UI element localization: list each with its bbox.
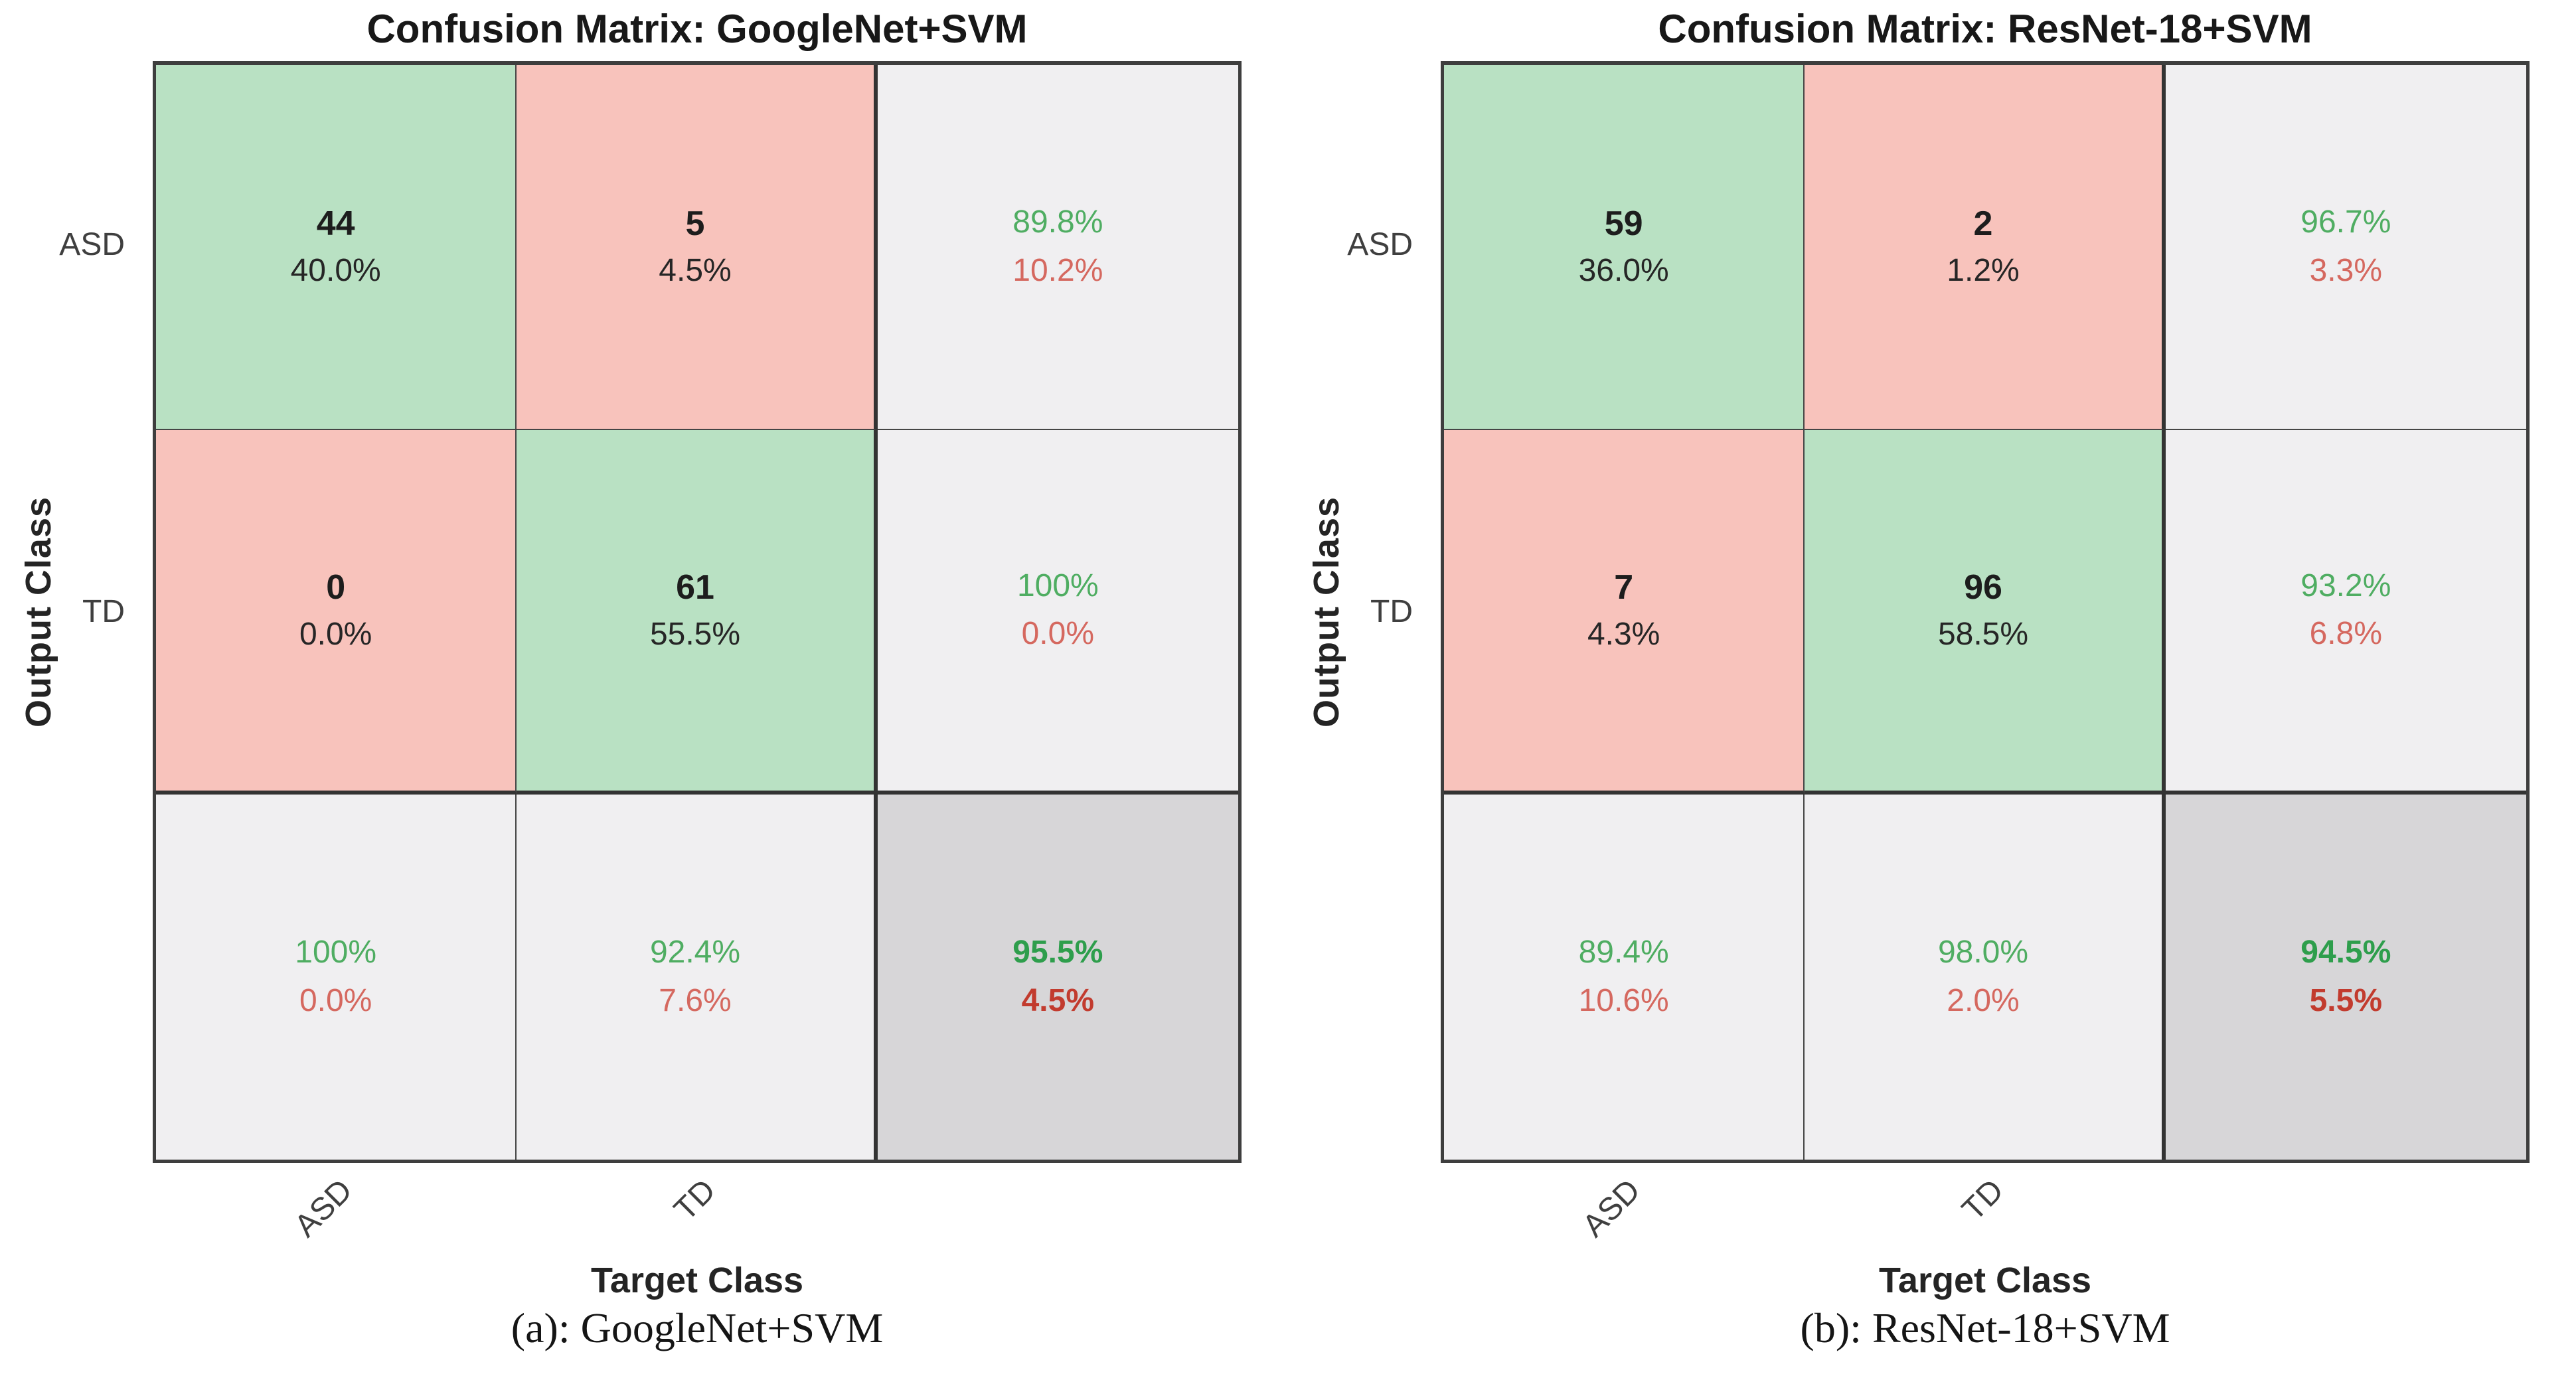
- cell-asd-asd: 59 36.0%: [1444, 65, 1805, 430]
- cell-count: 5: [685, 204, 705, 243]
- cell-percent: 4.3%: [1587, 616, 1660, 652]
- cell-overall-accuracy: 94.5% 5.5%: [2165, 795, 2526, 1160]
- cell-percent: 58.5%: [1937, 616, 2029, 652]
- row-tick-asd: ASD: [1347, 227, 1413, 263]
- cell-asd-td: 5 4.5%: [517, 65, 878, 430]
- row-tick-td: TD: [1370, 594, 1413, 630]
- overall-green-percent: 95.5%: [1012, 935, 1103, 970]
- cell-td-asd: 7 4.3%: [1444, 429, 1805, 795]
- cell-count: 2: [1973, 204, 1993, 243]
- summary-red-percent: 7.6%: [659, 983, 732, 1019]
- cell-td-td: 61 55.5%: [517, 429, 878, 795]
- cell-count: 61: [676, 568, 714, 607]
- cell-col-summary-asd: 100% 0.0%: [156, 795, 517, 1160]
- cell-td-asd: 0 0.0%: [156, 429, 517, 795]
- row-tick-td: TD: [82, 594, 125, 630]
- summary-red-percent: 2.0%: [1947, 983, 2020, 1019]
- cell-col-summary-asd: 89.4% 10.6%: [1444, 795, 1805, 1160]
- cell-count: 96: [1964, 568, 2002, 607]
- summary-red-percent: 10.6%: [1578, 983, 1669, 1019]
- col-tick-asd: ASD: [287, 1172, 360, 1244]
- col-tick-td: TD: [667, 1172, 723, 1228]
- cell-count: 59: [1604, 204, 1643, 243]
- panel-caption: (a): GoogleNet+SVM: [511, 1304, 884, 1351]
- row-tick-labels: ASD TD: [1347, 61, 1441, 1163]
- summary-red-percent: 0.0%: [1021, 616, 1095, 652]
- cell-asd-asd: 44 40.0%: [156, 65, 517, 430]
- row-tick-labels: ASD TD: [59, 61, 153, 1163]
- y-axis-label: Output Class: [1307, 496, 1346, 728]
- cell-percent: 55.5%: [649, 616, 741, 652]
- chart-title: Confusion Matrix: GoogleNet+SVM: [366, 7, 1028, 51]
- cell-overall-accuracy: 95.5% 4.5%: [877, 795, 1238, 1160]
- summary-green-percent: 89.4%: [1578, 935, 1669, 970]
- confusion-grid: 59 36.0% 2 1.2% 96.7% 3.3% 7 4.3% 96 58.…: [1441, 61, 2530, 1163]
- col-tick-asd: ASD: [1575, 1172, 1648, 1244]
- cell-row-summary-td: 100% 0.0%: [877, 429, 1238, 795]
- cell-percent: 40.0%: [290, 253, 381, 289]
- summary-green-percent: 98.0%: [1937, 935, 2029, 970]
- summary-green-percent: 96.7%: [2300, 204, 2391, 240]
- confusion-grid: 44 40.0% 5 4.5% 89.8% 10.2% 0 0.0% 61 55…: [153, 61, 1242, 1163]
- row-tick-empty: [72, 796, 153, 1163]
- x-axis-label: Target Class: [1878, 1260, 2092, 1300]
- panel-resnet18-svm: Confusion Matrix: ResNet-18+SVM Output C…: [1288, 0, 2576, 1374]
- cell-row-summary-asd: 89.8% 10.2%: [877, 65, 1238, 430]
- summary-green-percent: 100%: [1016, 568, 1099, 603]
- summary-red-percent: 0.0%: [299, 983, 372, 1019]
- panel-caption: (b): ResNet-18+SVM: [1800, 1304, 2170, 1351]
- row-tick-asd: ASD: [59, 227, 125, 263]
- cell-count: 44: [316, 204, 355, 243]
- col-tick-td: TD: [1955, 1172, 2011, 1228]
- summary-green-percent: 100%: [295, 935, 377, 970]
- cell-percent: 4.5%: [659, 253, 732, 289]
- overall-red-percent: 4.5%: [1021, 983, 1095, 1019]
- cell-count: 0: [326, 568, 346, 607]
- overall-red-percent: 5.5%: [2309, 983, 2383, 1019]
- y-axis-label: Output Class: [19, 496, 58, 728]
- summary-red-percent: 3.3%: [2309, 252, 2383, 288]
- panel-googlenet-svm: Confusion Matrix: GoogleNet+SVM Output C…: [19, 7, 1242, 1351]
- summary-red-percent: 6.8%: [2309, 616, 2383, 652]
- overall-green-percent: 94.5%: [2300, 935, 2391, 970]
- x-axis-label: Target Class: [590, 1260, 804, 1300]
- cell-percent: 0.0%: [299, 616, 372, 652]
- summary-green-percent: 93.2%: [2300, 568, 2391, 603]
- cell-col-summary-td: 92.4% 7.6%: [517, 795, 878, 1160]
- cell-td-td: 96 58.5%: [1805, 429, 2166, 795]
- summary-green-percent: 92.4%: [649, 935, 741, 970]
- cell-percent: 1.2%: [1947, 253, 2020, 289]
- row-tick-empty: [1360, 796, 1441, 1163]
- cell-col-summary-td: 98.0% 2.0%: [1805, 795, 2166, 1160]
- cell-asd-td: 2 1.2%: [1805, 65, 2166, 430]
- cell-percent: 36.0%: [1578, 253, 1669, 289]
- summary-green-percent: 89.8%: [1012, 204, 1103, 240]
- cell-count: 7: [1614, 568, 1634, 607]
- cell-row-summary-td: 93.2% 6.8%: [2165, 429, 2526, 795]
- summary-red-percent: 10.2%: [1012, 252, 1103, 288]
- cell-row-summary-asd: 96.7% 3.3%: [2165, 65, 2526, 430]
- chart-title: Confusion Matrix: ResNet-18+SVM: [1658, 7, 2312, 51]
